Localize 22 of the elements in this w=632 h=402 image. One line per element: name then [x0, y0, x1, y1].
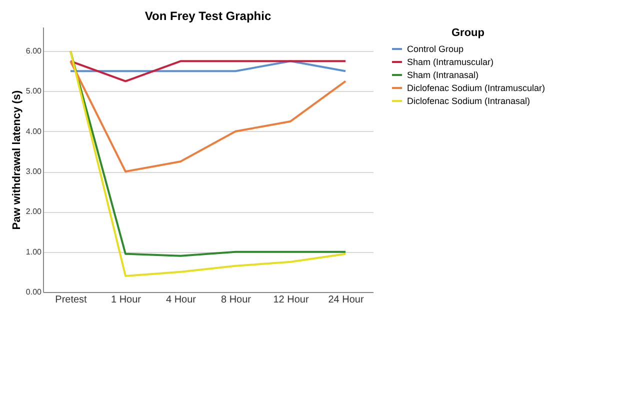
x-tick-label: Pretest — [55, 294, 88, 306]
y-tick-label: 3.00 — [26, 167, 42, 176]
legend-label: Sham (Intranasal) — [407, 70, 479, 80]
y-tick-label: 0.00 — [26, 288, 42, 296]
y-tick-label: 1.00 — [26, 247, 42, 256]
x-tick-label: 1 Hour — [110, 294, 142, 306]
y-tick-label: 6.00 — [26, 46, 42, 56]
chart-title: Von Frey Test Graphic — [144, 9, 272, 23]
y-tick-label: 5.00 — [26, 86, 42, 96]
legend-label: Sham (Intramuscular) — [407, 57, 494, 67]
x-tick-label: 24 Hour — [328, 294, 364, 306]
legend-title: Group — [452, 27, 485, 39]
line-series — [70, 60, 346, 173]
y-tick-label: 2.00 — [26, 207, 42, 216]
x-tick-label: 12 Hour — [273, 294, 310, 306]
x-tick-label: 8 Hour — [220, 294, 252, 306]
legend-label: Diclofenac Sodium (Intranasal) — [407, 96, 530, 106]
legend-label: Diclofenac Sodium (Intramuscular) — [407, 83, 546, 93]
x-tick-label: 4 Hour — [166, 294, 197, 306]
y-axis-title: Paw withdrawal latency (s) — [10, 90, 23, 230]
legend-label: Control Group — [407, 44, 464, 54]
y-tick-label: 4.00 — [26, 126, 42, 136]
